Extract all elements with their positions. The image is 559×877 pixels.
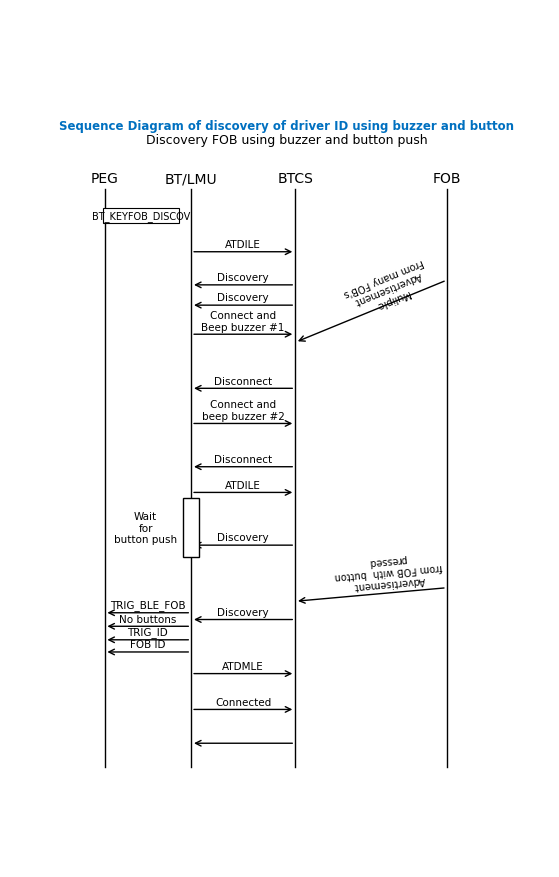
Text: FOB: FOB [433, 172, 461, 186]
FancyBboxPatch shape [183, 498, 199, 558]
Text: TRIG_ID: TRIG_ID [127, 626, 168, 638]
Text: TRIG_BLE_FOB: TRIG_BLE_FOB [110, 600, 186, 610]
Text: PEG: PEG [91, 172, 119, 186]
Text: Connected: Connected [215, 697, 271, 707]
Text: BT/LMU: BT/LMU [165, 172, 217, 186]
Text: Disconnect: Disconnect [214, 454, 272, 465]
Text: No buttons: No buttons [119, 614, 177, 624]
Text: Discovery: Discovery [217, 293, 269, 303]
Text: Wait
for
button push: Wait for button push [114, 511, 177, 545]
Text: Discovery: Discovery [217, 607, 269, 617]
Text: Connect and
Beep buzzer #1: Connect and Beep buzzer #1 [201, 310, 285, 332]
Text: Discovery: Discovery [217, 533, 269, 543]
FancyBboxPatch shape [103, 210, 179, 225]
Text: Discovery: Discovery [217, 273, 269, 283]
Text: ATDILE: ATDILE [225, 239, 261, 250]
Text: Muliple
Advertisement
From many FOB's: Muliple Advertisement From many FOB's [343, 257, 434, 320]
Text: Advertisement
from FOB with  button
pressed: Advertisement from FOB with button press… [333, 550, 444, 593]
Text: BTCS: BTCS [277, 172, 313, 186]
Text: FOB ID: FOB ID [130, 639, 165, 650]
Text: Disconnect: Disconnect [214, 376, 272, 386]
Text: Sequence Diagram of discovery of driver ID using buzzer and button: Sequence Diagram of discovery of driver … [59, 120, 514, 133]
Text: ATDILE: ATDILE [225, 481, 261, 490]
Text: Connect and
beep buzzer #2: Connect and beep buzzer #2 [202, 400, 285, 421]
Text: ATDMLE: ATDMLE [222, 661, 264, 671]
Text: BT_KEYFOB_DISCOV: BT_KEYFOB_DISCOV [92, 211, 190, 222]
Text: Discovery FOB using buzzer and button push: Discovery FOB using buzzer and button pu… [146, 133, 427, 146]
